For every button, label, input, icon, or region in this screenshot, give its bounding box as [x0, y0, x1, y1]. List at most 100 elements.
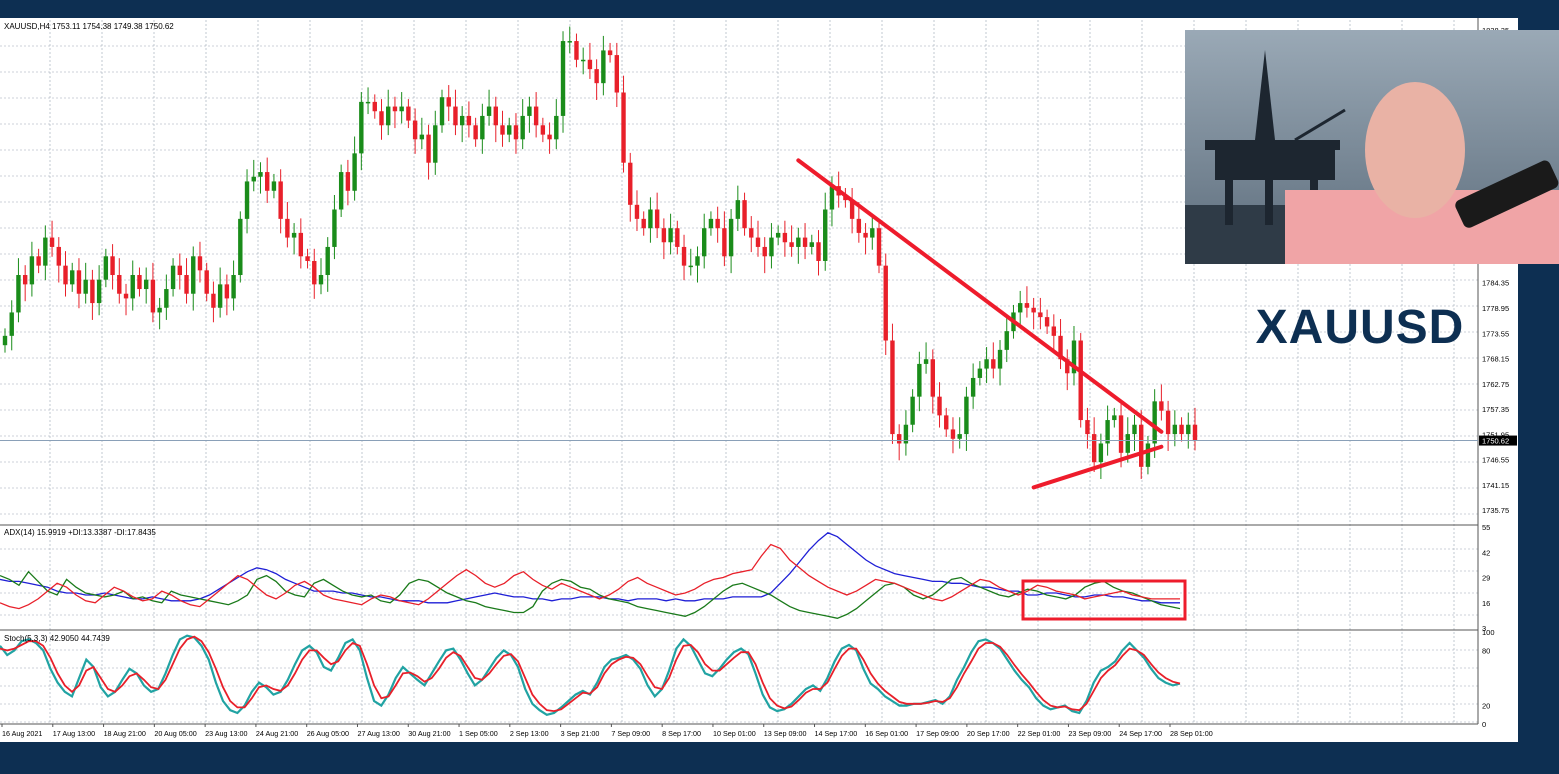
candle-body [204, 270, 209, 294]
candle-body [654, 209, 660, 229]
candle-body [708, 218, 714, 229]
stoch-tick: 100 [1482, 628, 1495, 637]
bottom-border [0, 742, 1559, 774]
adx-tick: 3 [1482, 624, 1486, 633]
candle-body [856, 218, 862, 233]
time-tick: 7 Sep 09:00 [611, 729, 650, 738]
candle-body [755, 237, 761, 247]
candle-body [76, 270, 82, 294]
candle-body [22, 275, 28, 285]
candle-body [1105, 420, 1110, 444]
candle-body [90, 279, 95, 304]
candle-body [1017, 303, 1023, 313]
candle-body [675, 228, 680, 247]
candle-body [500, 125, 505, 135]
candle-body [439, 97, 445, 126]
symbol-title: XAUUSD [1255, 301, 1465, 354]
time-tick: 28 Sep 01:00 [1170, 729, 1213, 738]
candle-body [749, 228, 754, 238]
candle-body [426, 134, 431, 163]
candle-body [970, 377, 976, 397]
candle-body [607, 50, 613, 56]
price-tick: 1773.55 [1482, 329, 1509, 338]
stoch-tick: 0 [1482, 720, 1486, 729]
candle-body [580, 59, 586, 62]
candle-body [634, 204, 640, 219]
candle-body [789, 242, 794, 247]
candle-body [1179, 424, 1184, 435]
candle-body [527, 106, 532, 116]
candle-body [1132, 424, 1137, 435]
candle-body [775, 232, 781, 238]
time-tick: 10 Sep 01:00 [713, 729, 756, 738]
candle-body [554, 115, 559, 140]
candle-body [997, 349, 1003, 369]
candle-body [1165, 410, 1171, 435]
time-tick: 14 Sep 17:00 [815, 729, 858, 738]
candle-body [769, 237, 774, 257]
stoch-signal-line [0, 635, 1181, 713]
candle-body [137, 275, 142, 290]
candle-body [1058, 335, 1063, 360]
price-tick: 1751.95 [1482, 430, 1509, 439]
adx-tick: 55 [1482, 523, 1490, 532]
candle-body [513, 125, 519, 140]
price-tick: 1735.75 [1482, 506, 1509, 515]
candle-body [762, 246, 767, 257]
candle-body [796, 237, 801, 247]
candle-body [359, 101, 364, 154]
candle-body [345, 172, 351, 191]
time-tick: 20 Aug 05:00 [154, 729, 196, 738]
candle-body [668, 228, 673, 243]
candle-body [480, 115, 485, 140]
candle-body [493, 106, 498, 126]
price-tick: 1784.35 [1482, 279, 1509, 288]
adx-highlight-box [1021, 579, 1187, 621]
time-tick: 26 Aug 05:00 [307, 729, 349, 738]
last-price-label: 1750.62 [1482, 437, 1509, 446]
top-border [0, 0, 1559, 18]
trendline [796, 158, 1164, 434]
candle-body [930, 359, 935, 397]
candle-body [446, 97, 451, 107]
trendline [1031, 444, 1164, 490]
candle-body [338, 172, 344, 210]
time-tick: 1 Sep 05:00 [459, 729, 498, 738]
candle-body [533, 106, 539, 126]
candle-body [883, 265, 888, 341]
candle-body [70, 270, 75, 285]
candle-body [1118, 415, 1124, 453]
candle-body [863, 232, 868, 238]
candle-body [1152, 401, 1157, 444]
price-tick: 1768.15 [1482, 355, 1509, 364]
candle-body [285, 218, 290, 238]
candle-body [379, 111, 384, 126]
candle-body [459, 115, 465, 126]
candle-body [1051, 326, 1057, 336]
candle-body [191, 256, 196, 294]
time-tick: 30 Aug 21:00 [408, 729, 450, 738]
candle-body [291, 232, 297, 238]
last-price-badge [1479, 435, 1517, 446]
candle-body [849, 200, 855, 219]
chart-grid [0, 20, 1478, 724]
candle-body [177, 265, 183, 276]
candle-body [702, 228, 707, 257]
candle-body [406, 106, 411, 121]
candle-body [507, 125, 512, 135]
candle-body [164, 289, 169, 308]
candle-body [540, 125, 546, 135]
time-tick: 18 Aug 21:00 [104, 729, 146, 738]
price-tick: 1741.15 [1482, 481, 1509, 490]
plus-di-line [0, 570, 1181, 619]
candle-body [587, 59, 593, 70]
stoch-tick: 80 [1482, 646, 1490, 655]
candle-body [735, 200, 741, 219]
candle-body [950, 429, 956, 439]
time-tick: 17 Sep 09:00 [916, 729, 959, 738]
candle-body [83, 279, 88, 294]
candle-body [325, 246, 330, 276]
candle-body [170, 265, 176, 290]
candle-body [977, 368, 983, 378]
